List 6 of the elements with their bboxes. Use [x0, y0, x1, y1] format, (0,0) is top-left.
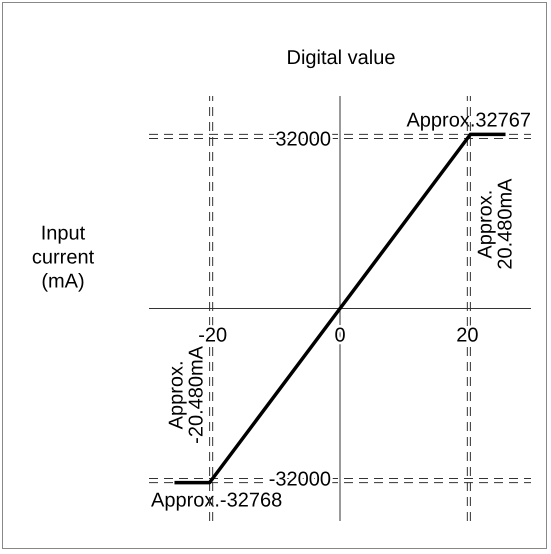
x-axis-title: Input current (mA)	[32, 222, 95, 292]
y-axis-title: Digital value	[286, 47, 396, 69]
ref-line-label: Approx.32767	[406, 109, 531, 132]
ref-line-label: Approx. -20.480mA	[166, 345, 208, 444]
y-tick-label: 32000	[275, 128, 331, 150]
ref-line-label: Approx. 20.480mA	[474, 178, 516, 270]
